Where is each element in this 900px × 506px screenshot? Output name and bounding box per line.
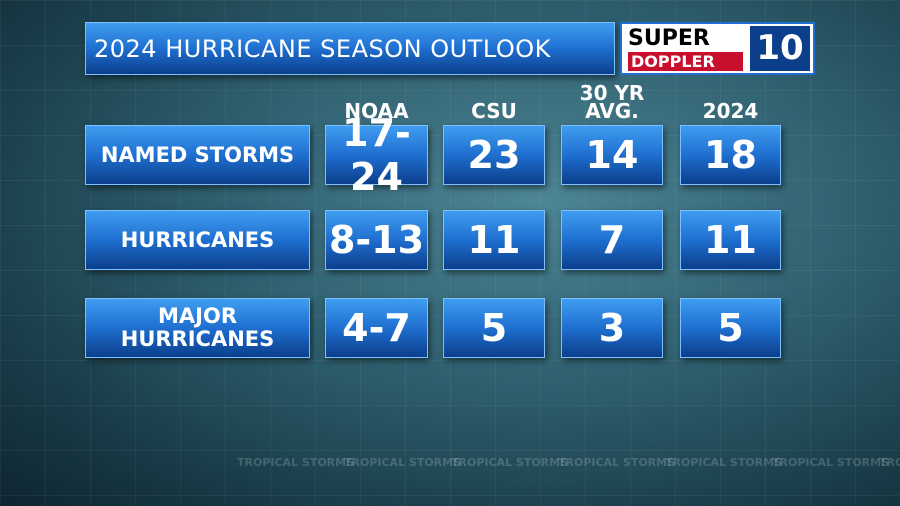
watermark: TROPICAL STORMS: [879, 456, 900, 469]
column-header: 2024: [702, 99, 759, 123]
value-cell: 11: [680, 210, 781, 270]
row-label: HURRICANES: [85, 210, 310, 270]
watermark: TROPICAL STORMS: [237, 456, 355, 469]
value-cell: 5: [680, 298, 781, 358]
title-bar: 2024 HURRICANE SEASON OUTLOOK: [85, 22, 615, 75]
watermark: TROPICAL STORMS: [558, 456, 676, 469]
column-header: NOAA: [344, 99, 409, 123]
value-cell: 11: [443, 210, 545, 270]
logo-text: DOPPLER: [628, 52, 743, 71]
column-header: CSU: [471, 99, 517, 123]
watermark: TROPICAL STORMS: [451, 456, 569, 469]
logo-text: SUPER: [628, 26, 710, 51]
value-cell: 23: [443, 125, 545, 185]
column-header: 30 YR AVG.: [579, 81, 645, 123]
watermark: TROPICAL STORMS: [665, 456, 783, 469]
value-cell: 4-7: [325, 298, 428, 358]
row-label: NAMED STORMS: [85, 125, 310, 185]
value-cell: 18: [680, 125, 781, 185]
watermark: TROPICAL STORMS: [344, 456, 462, 469]
logo-number: 10: [750, 26, 810, 71]
value-cell: 8-13: [325, 210, 428, 270]
logo: SUPER DOPPLER 10: [620, 22, 815, 75]
value-cell: 5: [443, 298, 545, 358]
row-label: MAJOR HURRICANES: [85, 298, 310, 358]
value-cell: 14: [561, 125, 663, 185]
watermark: TROPICAL STORMS: [772, 456, 890, 469]
value-cell: 3: [561, 298, 663, 358]
value-cell: 7: [561, 210, 663, 270]
value-cell: 17-24: [325, 111, 428, 199]
